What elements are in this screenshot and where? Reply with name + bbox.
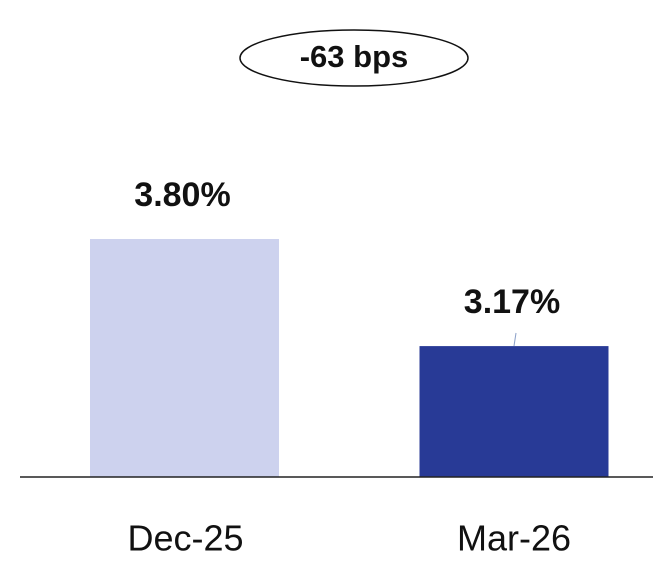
bar bbox=[90, 239, 279, 477]
value-label: 3.17% bbox=[464, 283, 560, 321]
x-tick-label: Mar-26 bbox=[457, 518, 571, 559]
x-tick-label: Dec-25 bbox=[127, 518, 243, 559]
annotation-ellipse bbox=[239, 29, 469, 87]
value-label: 3.80% bbox=[134, 176, 230, 214]
leader-line bbox=[513, 332, 517, 347]
annotation: -63 bps bbox=[300, 39, 409, 74]
bar bbox=[419, 346, 609, 477]
